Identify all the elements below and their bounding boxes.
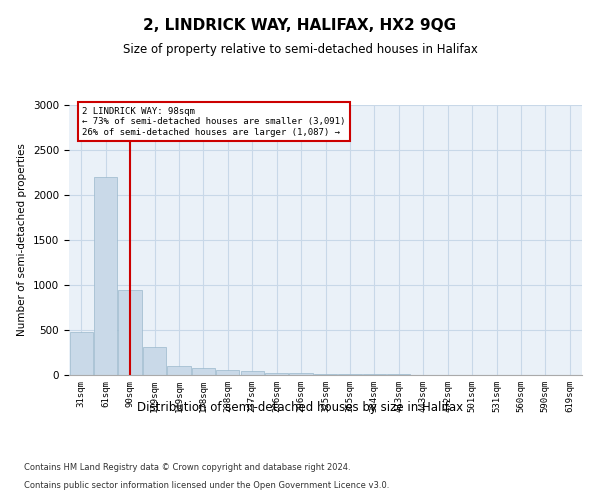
Bar xyxy=(338,374,362,375)
Text: 2 LINDRICK WAY: 98sqm
← 73% of semi-detached houses are smaller (3,091)
26% of s: 2 LINDRICK WAY: 98sqm ← 73% of semi-deta… xyxy=(82,107,346,136)
Text: Size of property relative to semi-detached houses in Halifax: Size of property relative to semi-detach… xyxy=(122,42,478,56)
Bar xyxy=(289,373,313,375)
Bar xyxy=(94,177,117,375)
Bar xyxy=(363,374,386,375)
Bar xyxy=(192,368,215,375)
Text: Contains public sector information licensed under the Open Government Licence v3: Contains public sector information licen… xyxy=(24,481,389,490)
Bar xyxy=(265,373,288,375)
Text: Contains HM Land Registry data © Crown copyright and database right 2024.: Contains HM Land Registry data © Crown c… xyxy=(24,462,350,471)
Text: 2, LINDRICK WAY, HALIFAX, HX2 9QG: 2, LINDRICK WAY, HALIFAX, HX2 9QG xyxy=(143,18,457,32)
Bar xyxy=(167,366,191,375)
Bar xyxy=(387,374,410,375)
Text: Distribution of semi-detached houses by size in Halifax: Distribution of semi-detached houses by … xyxy=(137,401,463,414)
Bar xyxy=(216,370,239,375)
Bar xyxy=(143,347,166,375)
Bar xyxy=(70,332,93,375)
Bar xyxy=(118,290,142,375)
Bar xyxy=(314,374,337,375)
Bar xyxy=(241,372,264,375)
Y-axis label: Number of semi-detached properties: Number of semi-detached properties xyxy=(17,144,28,336)
